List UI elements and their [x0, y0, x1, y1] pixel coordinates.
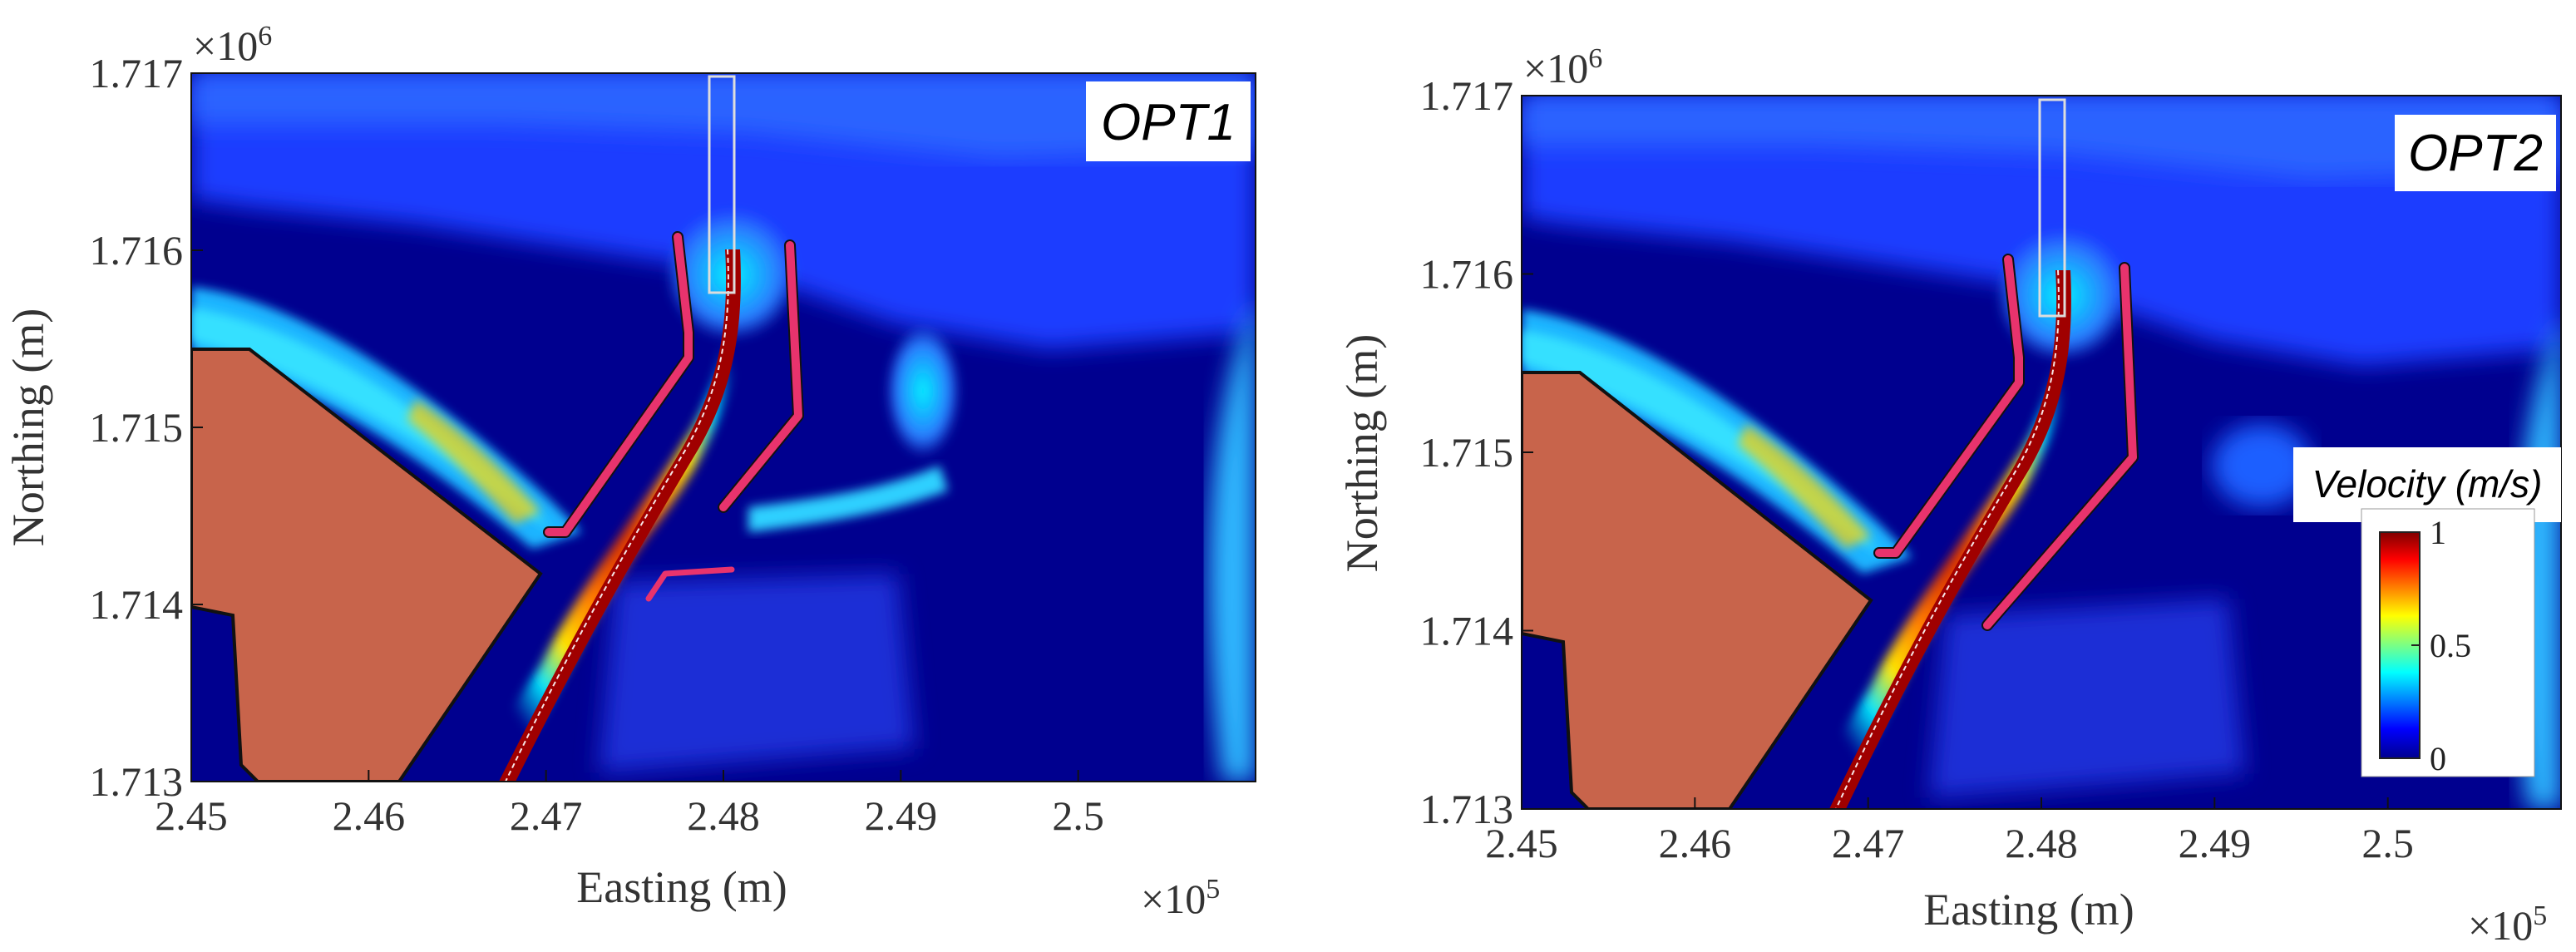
x-multiplier-opt2: ×105 — [2468, 900, 2547, 949]
dredge-corridor-opt1 — [708, 75, 736, 294]
x-tick-label: 2.49 — [2179, 820, 2252, 866]
panel-label-box-opt2 — [2395, 115, 2556, 191]
velocity-field-opt1 — [191, 73, 1256, 782]
x-tick-label: 2.47 — [1832, 820, 1905, 866]
y-axis-label-opt2: Northing (m) — [1337, 334, 1387, 572]
x-tick-label: 2.48 — [2005, 820, 2078, 866]
x-axis-label-opt2: Easting (m) — [1923, 885, 2134, 935]
y-tick-label: 1.714 — [90, 581, 184, 628]
panel-label-opt1: OPT1 — [1101, 94, 1236, 151]
y-tick-label: 1.714 — [1420, 608, 1514, 654]
y-tick-label: 1.713 — [1420, 786, 1514, 832]
x-tick-label: 2.45 — [155, 792, 228, 839]
x-tick-label: 2.49 — [865, 792, 938, 839]
x-ticks-opt1: 2.45 2.46 2.47 2.48 2.49 2.5 — [155, 770, 1104, 839]
y-tick-label: 1.713 — [90, 758, 184, 805]
y-tick-label: 1.715 — [90, 404, 184, 451]
land-region-opt2 — [1522, 371, 1873, 809]
panel-label-box-opt1 — [1086, 81, 1251, 161]
x-tick-label: 2.46 — [333, 792, 406, 839]
x-tick-label: 2.5 — [1052, 792, 1104, 839]
y-ticks-opt1: 1.713 1.714 1.715 1.716 1.717 — [90, 50, 203, 805]
x-tick-label: 2.46 — [1659, 820, 1732, 866]
breakwater-west-opt1 — [545, 233, 693, 536]
panel-opt2-svg: 2.45 2.46 2.47 2.48 2.49 2.5 1.7131.7141.7151… — [1337, 43, 2562, 949]
dredge-corridor-opt2 — [2038, 98, 2066, 318]
breakwater-east-opt2 — [1983, 264, 2137, 629]
breakwater-east-opt1 — [719, 241, 802, 511]
y-tick-label: 1.715 — [1420, 429, 1514, 476]
x-tick-label: 2.48 — [687, 792, 760, 839]
x-axis-label-opt1: Easting (m) — [576, 862, 787, 912]
groyne-opt1 — [645, 566, 735, 602]
y-multiplier-opt1: ×106 — [193, 21, 272, 69]
y-tick-label: 1.716 — [1420, 251, 1514, 298]
y-multiplier-opt2: ×106 — [1523, 43, 1602, 91]
x-tick-label: 2.47 — [510, 792, 583, 839]
breakwater-west-opt2 — [1875, 255, 2023, 557]
colorbar-ticks: 10.50 — [2411, 514, 2471, 777]
y-tick-label: 1.717 — [90, 50, 184, 96]
x-tick-label: 2.5 — [2361, 820, 2414, 866]
panel-opt1: 2.45 2.46 2.47 2.48 2.49 2.5 1.713 1.714 1.715 1… — [0, 0, 1272, 952]
x-ticks-opt2: 2.45 2.46 2.47 2.48 2.49 2.5 — [1485, 797, 2414, 866]
y-tick-label: 1.716 — [90, 227, 184, 274]
x-tick-label: 2.45 — [1485, 820, 1558, 866]
panel-opt1-svg: 2.45 2.46 2.47 2.48 2.49 2.5 1.7131.7141.7151… — [3, 21, 1256, 922]
panel-opt2: 2.45 2.46 2.47 2.48 2.49 2.5 1.713 1.714 1.715 1… — [1330, 0, 2576, 952]
y-tick-label: 1.717 — [1420, 72, 1514, 119]
y-axis-label-opt1: Northing (m) — [3, 308, 53, 546]
colorbar-legend: Velocity (m/s) 10.50 — [2293, 447, 2561, 777]
panel-label-opt2: OPT2 — [2408, 125, 2543, 182]
colorbar-tick-label: 1 — [2430, 514, 2446, 551]
land-region-opt1 — [191, 348, 543, 782]
x-multiplier-opt1: ×105 — [1141, 874, 1220, 922]
y-ticks-opt2: 1.713 1.714 1.715 1.716 1.717 — [1420, 72, 1533, 832]
colorbar-title: Velocity (m/s) — [2312, 462, 2543, 506]
colorbar-tick-label: 0.5 — [2430, 627, 2471, 664]
colorbar-tick-label: 0 — [2430, 740, 2446, 777]
